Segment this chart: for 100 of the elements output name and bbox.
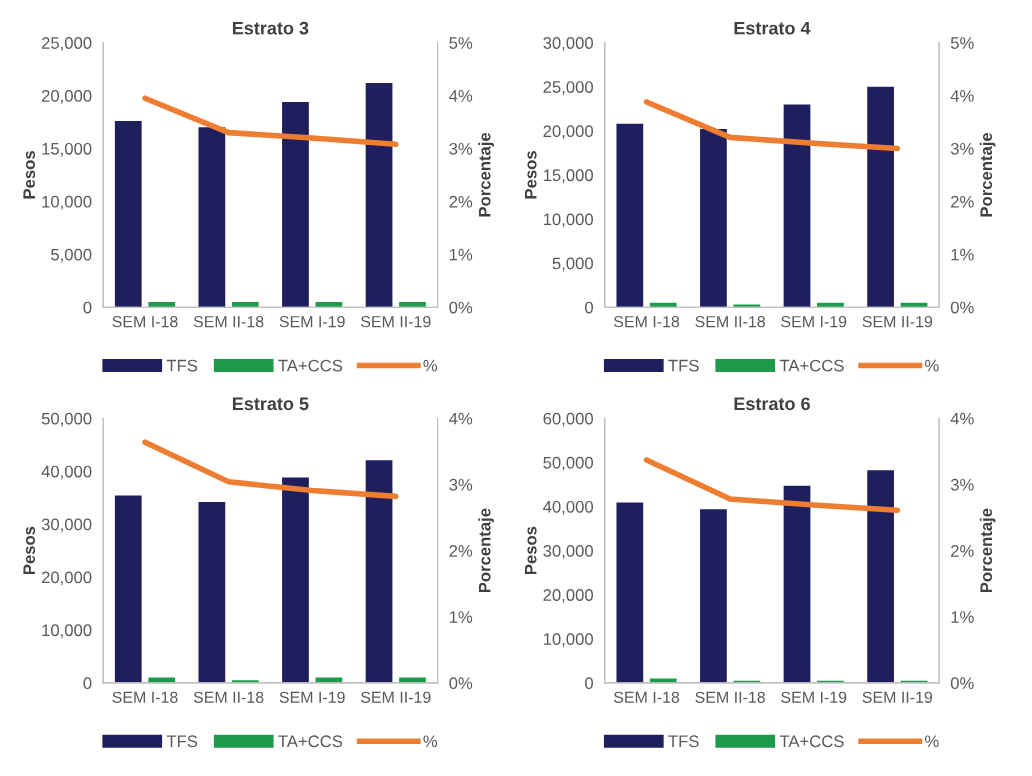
legend-label: % [925,735,939,748]
legend-label: TA+CCS [278,735,343,748]
x-tick-label: SEM II-18 [695,691,765,703]
y-tick-label: 10,000 [42,624,92,639]
y2-tick-label: 2% [951,195,974,208]
y2-tick-label: 4% [449,90,473,102]
y2-tick-label: 5% [950,37,974,49]
y-tick-label: 0 [83,677,92,690]
y2-tick-label: 4% [449,412,473,425]
legend-label: TA+CCS [779,359,844,372]
legend-label: TFS [166,735,198,748]
x-tick-label: SEM I-18 [112,315,178,328]
y2-tick-label: 3% [449,478,473,491]
y2-tick-label: 2% [449,545,473,557]
y-tick-label: 10,000 [42,195,92,210]
y-axis-title: Pesos [524,151,537,199]
bar [649,302,677,308]
legend-label: TA+CCS [278,359,343,372]
x-tick-label: SEM I-18 [613,691,680,703]
bar [282,477,309,683]
bar [365,460,393,683]
legend-label: TFS [668,735,699,748]
x-tick-label: SEM I-19 [279,315,345,328]
bar [365,82,393,308]
bar [616,123,644,308]
y-tick-label: 20,000 [543,589,593,603]
y2-tick-label: 5% [449,37,473,49]
x-tick-label: SEM I-18 [112,691,178,703]
x-tick-label: SEM I-19 [279,691,345,703]
x-tick-label: SEM I-19 [781,315,847,328]
x-tick-label: SEM II-19 [360,315,431,328]
bar [783,104,811,308]
y2-tick-label: 4% [950,90,974,102]
y2-tick-label: 0% [449,301,473,314]
chart-title: Estrato 6 [734,397,810,411]
bar [817,302,844,308]
y-tick-label: 10,000 [543,213,593,228]
y2-axis-title: Porcentaje [979,132,996,217]
y2-tick-label: 3% [950,142,974,155]
y-tick-label: 30,000 [543,545,593,559]
y-tick-label: 25,000 [41,37,92,51]
y-tick-label: 0 [585,301,593,314]
chart-title: Estrato 5 [232,397,309,411]
y2-axis-title: Porcentaje [979,508,996,593]
y-tick-label: 50,000 [543,456,593,471]
bar [700,129,727,308]
y-tick-label: 40,000 [543,500,593,515]
y-tick-label: 10,000 [543,633,593,647]
bar [867,86,894,308]
y2-axis-title: Porcentaje [478,508,494,593]
legend-label: % [423,735,438,748]
y-axis-title: Pesos [524,526,537,575]
bar [198,501,226,683]
x-tick-label: SEM II-19 [862,315,933,328]
chart-title: Estrato 4 [734,21,811,35]
y-tick-label: 0 [83,301,92,314]
bar [231,301,259,308]
y-tick-label: 5,000 [552,257,593,272]
y-tick-label: 5,000 [51,248,92,263]
bar [114,495,142,683]
y2-tick-label: 0% [950,677,974,690]
bar [867,470,894,683]
bar [649,678,677,683]
bar [315,301,343,308]
y2-axis-title: Porcentaje [478,132,494,217]
y-tick-label: 20,000 [543,125,593,140]
y2-tick-label: 4% [950,412,974,425]
y2-tick-label: 1% [951,248,974,261]
y-tick-label: 30,000 [41,518,92,533]
bar [282,101,309,308]
x-tick-label: SEM II-18 [695,315,765,328]
bar [198,127,226,308]
x-tick-label: SEM I-19 [781,691,847,703]
x-tick-label: SEM II-19 [360,691,431,703]
bar [399,301,426,308]
bar [148,301,176,308]
bar [783,485,811,683]
y-tick-label: 20,000 [41,571,92,586]
legend-label: % [925,359,939,372]
legend-label: TFS [668,359,699,372]
y2-tick-label: 0% [950,301,974,314]
y-axis-title: Pesos [23,151,36,199]
y-tick-label: 25,000 [543,81,593,95]
y-tick-label: 50,000 [41,412,92,427]
y-tick-label: 0 [585,677,593,690]
bar [114,120,142,308]
y-tick-label: 20,000 [41,89,92,104]
y2-tick-label: 1% [449,248,473,261]
x-tick-label: SEM II-19 [862,691,933,703]
y-tick-label: 15,000 [543,169,593,184]
legend-label: TFS [166,359,198,372]
y2-tick-label: 1% [449,611,473,623]
y2-tick-label: 0% [449,677,473,690]
legend-label: TA+CCS [779,735,844,748]
y-axis-title: Pesos [23,526,36,575]
y2-tick-label: 3% [449,142,473,155]
legend-label: % [423,359,438,372]
y2-tick-label: 1% [951,611,974,623]
y2-tick-label: 2% [951,545,974,557]
y-tick-label: 40,000 [41,465,92,480]
